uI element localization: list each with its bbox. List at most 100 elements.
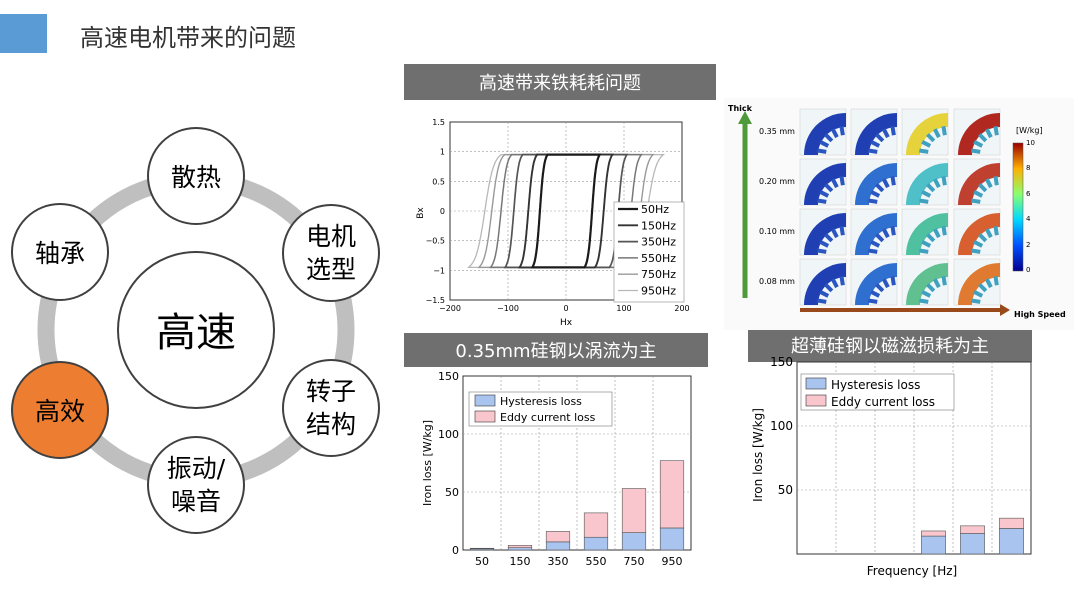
chart1-legend-hysteresis: Hysteresis loss (500, 395, 582, 408)
fem-tooth (993, 126, 999, 136)
chart2-bar-hysteresis-5 (999, 528, 1024, 555)
fem-tooth (926, 183, 936, 193)
fem-tooth (985, 228, 993, 239)
center-label: 高速 (156, 310, 236, 356)
chart1-bar-eddy-0 (469, 547, 495, 550)
colorbar-tick-1: 8 (1026, 164, 1030, 172)
chart1-bar-eddy-4 (621, 488, 647, 533)
fem-cell-1-3 (953, 158, 1001, 206)
chart2-ytick-0: 50 (778, 483, 793, 497)
hys-legend-label-0: 50Hz (641, 203, 669, 216)
fem-cell-2-0 (799, 208, 847, 256)
title-accent-bar (0, 14, 47, 53)
chart1-legend: Hysteresis loss Eddy current loss (468, 391, 613, 427)
chart2-bar-eddy-3 (921, 530, 946, 537)
banner-iron-loss-text: 高速带来铁耗耗问题 (479, 73, 641, 94)
fem-row-label-1: 0.20 mm (759, 177, 795, 186)
fem-stator-ring (855, 213, 897, 255)
fem-tooth (973, 140, 984, 148)
fem-tooth (971, 298, 981, 304)
fem-tooth (926, 283, 936, 293)
fem-tooth (831, 128, 839, 139)
fem-tooth (978, 183, 988, 193)
fem-tooth (817, 148, 827, 154)
fem-tooth (831, 178, 839, 189)
chart2-legend-eddy: Eddy current loss (831, 395, 935, 409)
fem-tooth (978, 283, 988, 293)
chart1-bar-hysteresis-5 (659, 527, 685, 551)
fem-stator-ring (804, 213, 846, 255)
fem-tooth (875, 233, 885, 243)
chart1-bar-hysteresis-1 (507, 547, 533, 551)
fem-stator-ring (804, 263, 846, 305)
chart2-bar-hysteresis-3 (921, 535, 946, 555)
fem-stator-ring (906, 213, 948, 255)
hys-xtick: −100 (497, 304, 519, 313)
fem-tooth (824, 183, 834, 193)
fem-tooth (941, 276, 947, 286)
fem-stator-ring (958, 163, 1000, 205)
fem-tooth (868, 298, 878, 304)
fem-tooth (973, 190, 984, 198)
fem-tooth (985, 178, 993, 189)
fem-tooth (819, 290, 830, 298)
fem-cell-1-2 (901, 158, 949, 206)
fem-tooth (933, 178, 941, 189)
fem-stator-ring (855, 113, 897, 155)
hys-xtick: 200 (674, 304, 689, 313)
hysteresis-ylabel: Bx (416, 207, 426, 219)
chart2-xlabel: Frequency [Hz] (867, 564, 958, 578)
chart1-ytick-1: 50 (445, 486, 459, 499)
fem-tooth (882, 178, 890, 189)
fem-tooth (933, 278, 941, 289)
fem-tooth (926, 133, 936, 143)
hys-ytick: 0.5 (432, 177, 445, 186)
fem-tooth (817, 248, 827, 254)
fem-tooth (831, 228, 839, 239)
fem-tooth (890, 226, 896, 236)
fem-tooth (985, 278, 993, 289)
fem-tooth (919, 148, 929, 154)
fem-tooth (971, 248, 981, 254)
chart1-ytick-0: 0 (452, 544, 459, 557)
node-vibration-noise (147, 436, 245, 534)
fem-tooth (875, 133, 885, 143)
chart1-xtick-1: 150 (510, 555, 531, 568)
fem-tooth (870, 290, 881, 298)
hysteresis-legend-box (613, 201, 685, 303)
colorbar-tick-2: 6 (1026, 190, 1031, 198)
chart1-bar-eddy-2 (545, 531, 571, 543)
chart2-legend-box (800, 373, 955, 411)
fem-tooth (890, 126, 896, 136)
node-motor-selection-label-1: 电机 (306, 222, 356, 251)
fem-stator-ring (855, 263, 897, 305)
fem-tooth (933, 228, 941, 239)
fem-tooth (890, 276, 896, 286)
fem-tooth (978, 133, 988, 143)
chart2-ylabel: Iron loss [W/kg] (751, 408, 765, 502)
fem-cell-0-3 (953, 108, 1001, 156)
banner-hysteresis-text: 超薄硅钢以磁滋损耗为主 (791, 336, 989, 357)
fem-tooth (882, 278, 890, 289)
fem-tooth (824, 133, 834, 143)
fem-tooth (868, 198, 878, 204)
fem-tooth (985, 128, 993, 139)
hysteresis-y-ticks: 1.5 1 0.5 0 −0.5 −1 −1.5 (426, 118, 445, 305)
fem-tooth (926, 233, 936, 243)
hys-ytick: −1.5 (426, 296, 445, 305)
node-motor-selection-label-2: 选型 (306, 255, 356, 284)
fem-tooth (993, 226, 999, 236)
hys-ytick: 1.5 (432, 118, 445, 127)
fem-stator-ring (906, 113, 948, 155)
hysteresis-x-ticks: −200 −100 0 100 200 (439, 304, 690, 313)
chart1-ytick-3: 150 (438, 370, 459, 383)
hys-ytick: −0.5 (426, 237, 445, 246)
fem-tooth (921, 140, 932, 148)
fem-cell-3-1 (850, 258, 898, 306)
fem-stator-ring (855, 163, 897, 205)
chart1-legend-swatch-eddy (474, 410, 496, 423)
chart2-bar-hysteresis-4 (960, 533, 985, 555)
thick-arrow-icon (738, 111, 752, 124)
fem-tooth (870, 240, 881, 248)
fem-stator-ring (958, 213, 1000, 255)
